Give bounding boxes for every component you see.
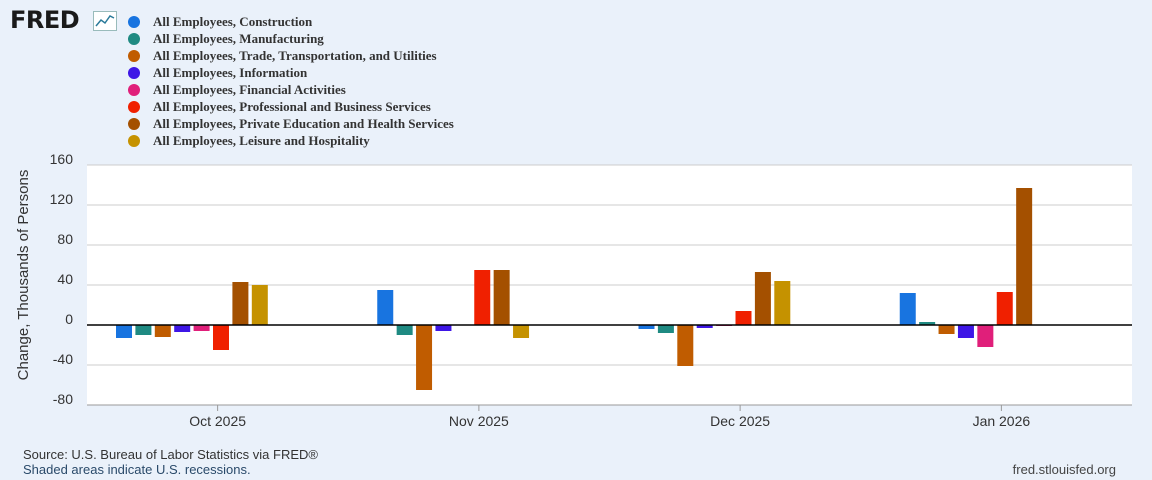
legend-item[interactable]: All Employees, Financial Activities <box>128 81 454 98</box>
legend-label: All Employees, Information <box>153 64 308 80</box>
legend-item[interactable]: All Employees, Construction <box>128 13 454 30</box>
y-tick-label: 160 <box>50 151 74 167</box>
legend-item[interactable]: All Employees, Manufacturing <box>128 30 454 47</box>
bar-all-employees-information-3 <box>957 325 974 338</box>
bar-all-employees-private-education-and-health-services-0 <box>232 282 249 325</box>
legend-label: All Employees, Leisure and Hospitality <box>153 132 370 148</box>
y-tick-label: 0 <box>65 311 73 327</box>
bar-all-employees-information-2 <box>696 325 713 328</box>
bar-all-employees-manufacturing-2 <box>657 325 674 333</box>
x-tick-label: Jan 2026 <box>973 413 1031 429</box>
legend-label: All Employees, Trade, Transportation, an… <box>153 47 437 63</box>
legend-item[interactable]: All Employees, Professional and Business… <box>128 98 454 115</box>
legend-marker <box>128 117 140 130</box>
bar-all-employees-professional-and-business-services-0 <box>213 325 229 350</box>
legend-marker <box>128 100 140 113</box>
recession-note: Shaded areas indicate U.S. recessions. <box>23 462 251 477</box>
y-tick-label: -80 <box>53 391 73 407</box>
fred-logo[interactable]: FRED <box>10 6 80 34</box>
x-tick-label: Oct 2025 <box>189 413 246 429</box>
legend-item[interactable]: All Employees, Leisure and Hospitality <box>128 132 454 149</box>
legend-item[interactable]: All Employees, Information <box>128 64 454 81</box>
legend-label: All Employees, Private Education and Hea… <box>153 115 454 131</box>
bar-all-employees-manufacturing-3 <box>919 322 936 325</box>
bar-all-employees-construction-1 <box>377 290 394 325</box>
x-tick-label: Nov 2025 <box>449 413 509 429</box>
bar-all-employees-trade-transportation-and-utilities-1 <box>416 325 433 390</box>
bar-all-employees-leisure-and-hospitality-0 <box>251 285 268 325</box>
legend-label: All Employees, Professional and Business… <box>153 98 431 114</box>
bar-all-employees-trade-transportation-and-utilities-3 <box>938 325 955 334</box>
source-text: Source: U.S. Bureau of Labor Statistics … <box>23 447 318 462</box>
x-tick-label: Dec 2025 <box>710 413 770 429</box>
y-axis-title: Change, Thousands of Persons <box>15 170 32 381</box>
bar-all-employees-private-education-and-health-services-1 <box>493 270 510 325</box>
bar-all-employees-financial-activities-0 <box>193 325 210 331</box>
legend-marker <box>128 15 140 28</box>
bar-all-employees-leisure-and-hospitality-1 <box>513 325 530 338</box>
bar-all-employees-professional-and-business-services-1 <box>474 270 491 325</box>
chart-legend: All Employees, Construction All Employees… <box>128 13 454 149</box>
legend-marker <box>128 32 140 45</box>
legend-marker <box>128 66 140 79</box>
legend-label: All Employees, Financial Activities <box>153 81 346 97</box>
bar-all-employees-construction-2 <box>638 325 655 329</box>
y-tick-label: 40 <box>57 271 73 287</box>
footer-url[interactable]: fred.stlouisfed.org <box>1012 462 1116 477</box>
bar-all-employees-information-0 <box>174 325 191 332</box>
bar-all-employees-financial-activities-3 <box>977 325 994 347</box>
bar-all-employees-leisure-and-hospitality-2 <box>774 281 791 325</box>
y-tick-label: 120 <box>50 191 74 207</box>
y-tick-label: 80 <box>57 231 73 247</box>
legend-item[interactable]: All Employees, Trade, Transportation, an… <box>128 47 454 64</box>
y-tick-label: -40 <box>53 351 73 367</box>
bar-all-employees-professional-and-business-services-3 <box>996 292 1013 325</box>
bar-all-employees-information-1 <box>435 325 452 331</box>
legend-label: All Employees, Manufacturing <box>153 30 324 46</box>
legend-marker <box>128 83 140 96</box>
legend-item[interactable]: All Employees, Private Education and Hea… <box>128 115 454 132</box>
legend-marker <box>128 49 140 62</box>
bar-all-employees-manufacturing-0 <box>135 325 152 335</box>
bar-all-employees-trade-transportation-and-utilities-0 <box>154 325 171 337</box>
legend-label: All Employees, Construction <box>153 13 313 29</box>
source-note: Source: U.S. Bureau of Labor Statistics … <box>23 447 318 477</box>
fred-chart-icon <box>93 11 117 31</box>
bar-all-employees-manufacturing-1 <box>396 325 413 335</box>
bar-all-employees-private-education-and-health-services-3 <box>1016 188 1033 325</box>
bar-all-employees-private-education-and-health-services-2 <box>754 272 771 325</box>
bar-all-employees-trade-transportation-and-utilities-2 <box>677 325 694 366</box>
legend-marker <box>128 134 140 147</box>
bar-all-employees-construction-0 <box>116 325 132 338</box>
bar-all-employees-construction-3 <box>899 293 916 325</box>
bar-all-employees-professional-and-business-services-2 <box>735 311 752 325</box>
